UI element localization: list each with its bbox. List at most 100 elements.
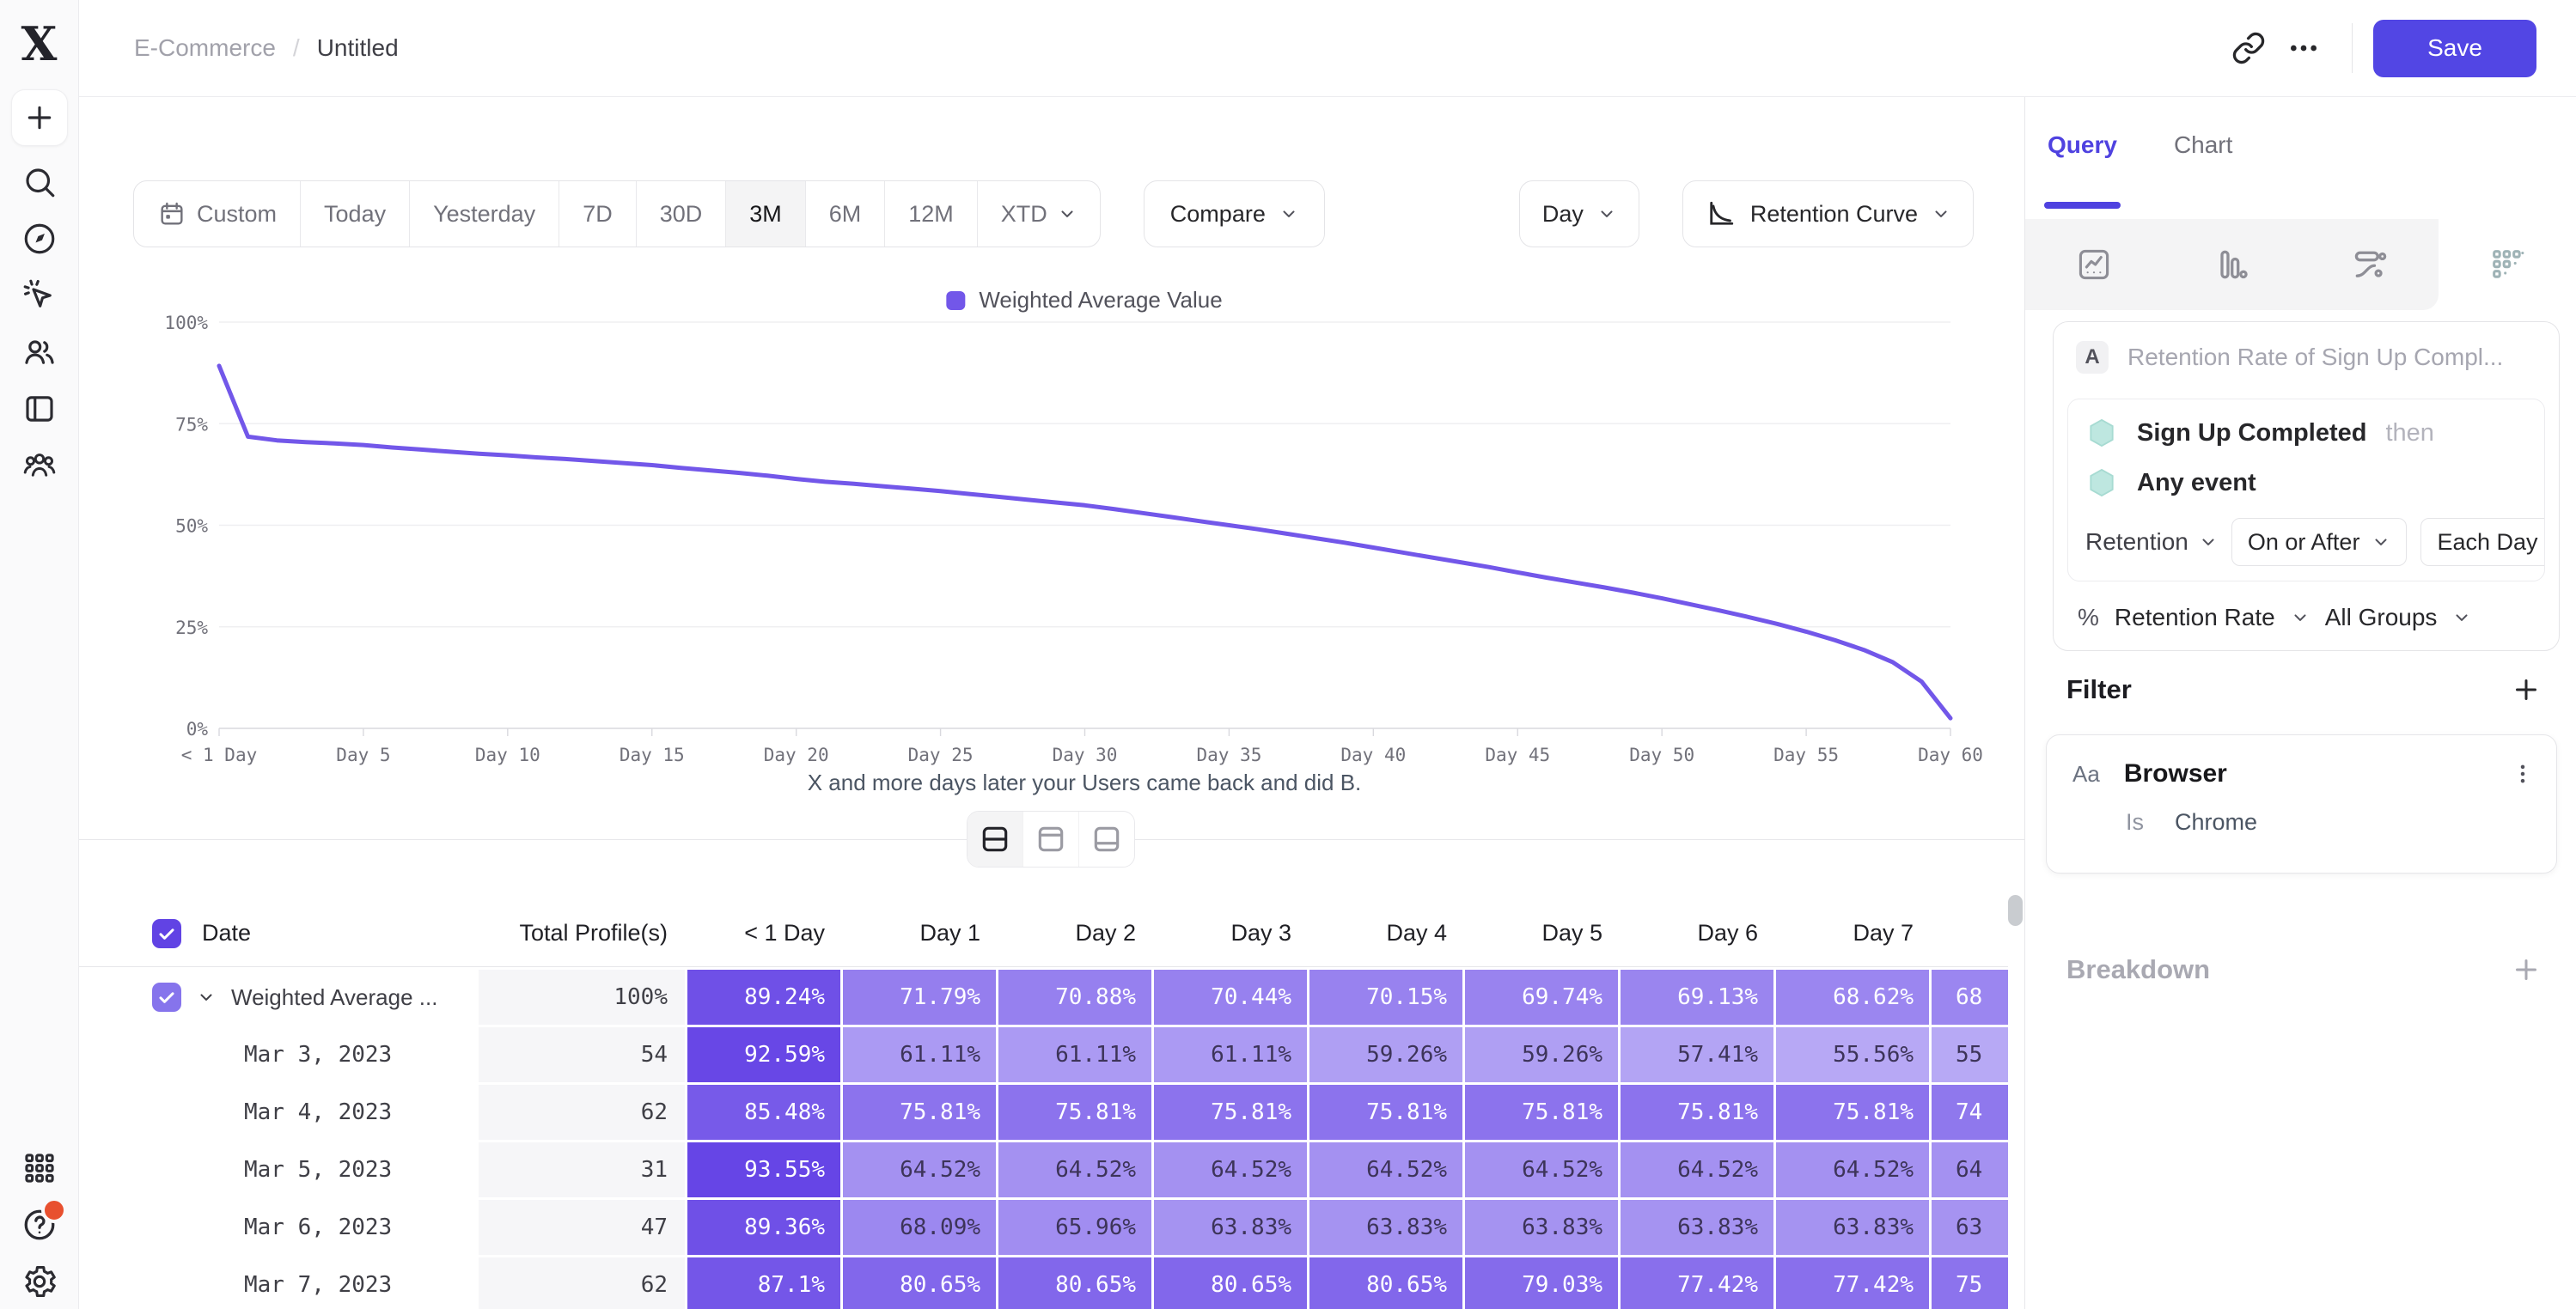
table-row: Mar 7, 2023 62 87.1% 80.65% 80.65% 80.65% 80.6…	[79, 1257, 2008, 1309]
range-30d[interactable]: 30D	[637, 181, 727, 247]
retention-cell: 64.52%	[1465, 1142, 1618, 1197]
range-today[interactable]: Today	[301, 181, 411, 247]
svg-text:Day 10: Day 10	[475, 745, 540, 765]
retention-table: Date Total Profile(s) < 1 Day Day 1 Day 2 Day…	[79, 900, 2008, 1309]
retention-cell: 71.79%	[843, 970, 996, 1025]
query-step-return-event[interactable]: Any event	[2085, 466, 2527, 499]
column-label: Day 5	[1541, 920, 1602, 946]
range-7d[interactable]: 7D	[559, 181, 637, 247]
total-profiles-cell: 62	[479, 1257, 685, 1309]
retention-cell: 68.09%	[843, 1200, 996, 1255]
retention-cell: 61.11%	[843, 1027, 996, 1082]
range-3m[interactable]: 3M	[726, 181, 806, 247]
filter-condition-row: Is Chrome	[2126, 809, 2556, 836]
breadcrumb-parent[interactable]: E-Commerce	[134, 34, 276, 61]
row-date-cell: Mar 3, 2023	[79, 1027, 476, 1082]
row-checkbox[interactable]	[152, 983, 181, 1012]
add-filter-button[interactable]	[2511, 674, 2542, 705]
sidebar-item-explore[interactable]	[12, 211, 67, 266]
save-button[interactable]: Save	[2373, 19, 2536, 77]
retention-cell: 70.15%	[1309, 970, 1462, 1025]
retention-cell: 89.36%	[687, 1200, 840, 1255]
compare-label: Compare	[1169, 200, 1266, 227]
row-label: Mar 7, 2023	[244, 1272, 393, 1298]
layout-top-button[interactable]	[1023, 812, 1079, 867]
row-date-cell: Mar 5, 2023	[79, 1142, 476, 1197]
retention-cell: 69.74%	[1465, 970, 1618, 1025]
range-6m[interactable]: 6M	[806, 181, 886, 247]
filter-menu-button[interactable]	[2510, 761, 2536, 787]
chart-type-label: Retention Curve	[1749, 200, 1918, 227]
column-label: Day 3	[1230, 920, 1291, 946]
column-label: Total Profile(s)	[519, 920, 668, 946]
panel-tabs: Query Chart	[2025, 97, 2576, 209]
measure-dropdown[interactable]: Retention Rate	[2114, 604, 2275, 630]
retention-cell: 69.13%	[1621, 970, 1773, 1025]
filter-operator[interactable]: Is	[2126, 809, 2145, 835]
report-title[interactable]: Untitled	[316, 34, 399, 61]
retention-cell: 55.56%	[1776, 1027, 1929, 1082]
granularity-label: Day	[1541, 200, 1584, 227]
retention-cell: 63.83%	[1776, 1200, 1929, 1255]
sidebar-item-users[interactable]	[12, 325, 67, 380]
sidebar-item-cohorts[interactable]	[12, 438, 67, 493]
column-label: Day 2	[1075, 920, 1136, 946]
layout-split-button[interactable]	[968, 812, 1023, 867]
svg-text:100%: 100%	[164, 313, 208, 333]
sidebar-item-search[interactable]	[12, 155, 67, 210]
retention-cell: 75.81%	[1154, 1085, 1307, 1140]
range-label: 3M	[749, 200, 782, 227]
retention-cell: 93.55%	[687, 1142, 840, 1197]
query-step-first-event[interactable]: Sign Up Completed then	[2085, 417, 2527, 449]
tab-chart[interactable]: Chart	[2173, 131, 2233, 158]
compare-button[interactable]: Compare	[1143, 180, 1325, 247]
table-header-row: Date Total Profile(s) < 1 Day Day 1 Day 2 Day…	[79, 900, 2008, 967]
compass-icon	[21, 221, 58, 257]
sidebar-item-boards[interactable]	[12, 381, 67, 436]
range-12m[interactable]: 12M	[885, 181, 978, 247]
retention-mode-dropdown[interactable]: Retention	[2085, 528, 2218, 556]
topbar-actions: Save	[2221, 19, 2536, 77]
filter-card[interactable]: Aa Browser Is Chrome	[2046, 734, 2557, 874]
range-yesterday[interactable]: Yesterday	[410, 181, 560, 247]
filter-value[interactable]: Chrome	[2175, 809, 2258, 835]
more-menu-button[interactable]	[2276, 21, 2331, 76]
sidebar-item-actions[interactable]	[12, 268, 67, 323]
tile-insights[interactable]	[2025, 219, 2164, 310]
each-day-dropdown[interactable]: Each Day	[2420, 518, 2544, 566]
query-header[interactable]: A Retention Rate of Sign Up Compl...	[2076, 341, 2538, 374]
chevron-down-icon	[2452, 608, 2471, 627]
sidebar-item-settings[interactable]	[12, 1254, 67, 1309]
tile-flows[interactable]	[2300, 219, 2439, 310]
tile-retention[interactable]	[2438, 219, 2576, 310]
new-report-button[interactable]	[10, 89, 68, 146]
range-xtd[interactable]: XTD	[978, 181, 1100, 247]
header-day-column: Day 4	[1309, 900, 1462, 966]
retention-cell: 75.81%	[843, 1085, 996, 1140]
query-badge: A	[2076, 341, 2109, 374]
layout-bottom-button[interactable]	[1079, 812, 1134, 867]
on-or-after-dropdown[interactable]: On or After	[2231, 518, 2408, 566]
share-link-button[interactable]	[2221, 21, 2276, 76]
table-scrollbar[interactable]	[2008, 895, 2023, 926]
header-day-column: Day 7	[1776, 900, 1929, 966]
add-breakdown-button[interactable]	[2511, 954, 2542, 985]
granularity-dropdown[interactable]: Day	[1518, 180, 1639, 247]
retention-cell: 63.83%	[1465, 1200, 1618, 1255]
select-all-checkbox[interactable]	[152, 918, 181, 948]
retention-cell: 80.65%	[843, 1257, 996, 1309]
chart-legend[interactable]: Weighted Average Value	[946, 287, 1223, 314]
sidebar-item-apps[interactable]	[12, 1141, 67, 1196]
tile-funnel[interactable]	[2163, 219, 2301, 310]
retention-cell: 85.48%	[687, 1085, 840, 1140]
chart-type-dropdown[interactable]: Retention Curve	[1682, 180, 1974, 247]
breadcrumb-separator: /	[292, 34, 300, 61]
table-row: Mar 6, 2023 47 89.36% 68.09% 65.96% 63.83% 63.…	[79, 1200, 2008, 1255]
groups-dropdown[interactable]: All Groups	[2324, 604, 2438, 630]
tab-query[interactable]: Query	[2044, 131, 2121, 209]
column-label: < 1 Day	[744, 920, 825, 946]
sidebar-item-help[interactable]	[12, 1197, 67, 1252]
range-custom[interactable]: Custom	[134, 181, 302, 247]
chevron-down-icon[interactable]	[181, 988, 231, 1007]
